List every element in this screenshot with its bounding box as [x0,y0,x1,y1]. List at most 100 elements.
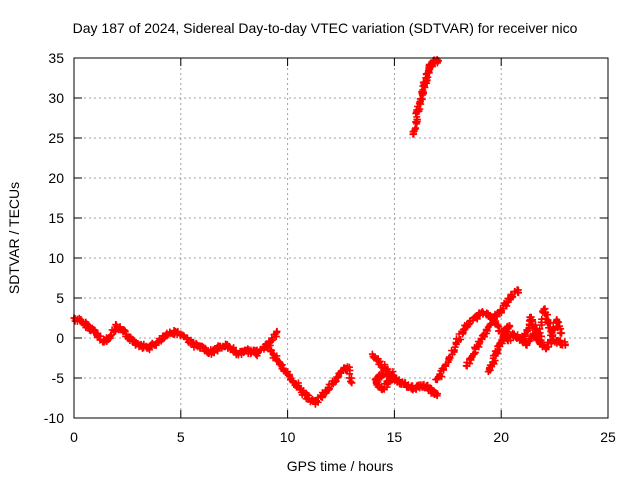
data-point [299,388,307,396]
y-tick-label: -10 [44,410,64,426]
data-point [113,323,121,331]
data-point [371,376,379,384]
data-point [164,331,172,339]
data-point [196,344,204,352]
series-segment-8 [517,305,566,347]
data-point [459,328,467,336]
data-point [531,324,539,332]
data-point [273,356,281,364]
data-point [548,332,556,340]
data-point [279,364,287,372]
data-point [414,108,422,116]
data-point [416,98,424,106]
series-markers [71,314,281,360]
data-point [429,388,437,396]
y-axis-label: SDTVAR / TECUs [6,182,22,294]
data-point [433,376,441,384]
data-point [469,350,477,358]
data-point [422,74,430,82]
x-tick-label: 0 [70,429,78,445]
x-tick-label: 20 [493,429,509,445]
y-tick-label: 15 [48,210,64,226]
data-point [145,344,153,352]
data-point [501,330,509,338]
data-point [472,313,480,321]
data-point [440,366,448,374]
y-tick-label: 5 [56,290,64,306]
data-point [555,338,563,346]
data-point [482,326,490,334]
series-segment-6 [462,286,522,370]
y-tick-label: 30 [48,90,64,106]
data-point [397,379,405,387]
data-point [542,344,550,352]
chart-title: Day 187 of 2024, Sidereal Day-to-day VTE… [73,20,578,36]
x-tick-label: 25 [600,429,616,445]
data-point [348,379,356,387]
data-point [273,328,281,336]
data-point [151,340,159,348]
plot-frame [73,57,609,419]
data-point [493,348,501,356]
data-point [519,338,527,346]
series-segment-4 [409,56,442,138]
data-point [260,344,268,352]
data-point [384,372,392,380]
data-point [489,358,497,366]
data-point [209,348,217,356]
data-point [418,89,426,97]
data-point [267,338,275,346]
data-point [138,342,146,350]
series-markers [409,56,442,138]
data-point [93,332,101,340]
data-point [343,363,351,371]
data-point [553,316,561,324]
y-tick-label: 25 [48,130,64,146]
data-point [410,130,418,138]
data-point [501,300,509,308]
x-tick-label: 5 [177,429,185,445]
data-point [100,338,108,346]
data-point [305,395,313,403]
data-point [514,286,522,294]
data-point [478,308,486,316]
data-point [89,326,97,334]
x-tick-label: 15 [387,429,403,445]
data-point [76,317,84,325]
data-point [484,368,492,376]
data-point [425,68,433,76]
series-segment-2 [267,346,356,408]
data-point [523,326,531,334]
data-point [465,320,473,328]
data-point [228,345,236,353]
data-point [433,56,441,64]
data-point [331,377,339,385]
data-point [378,371,386,379]
data-point [183,335,191,343]
data-point [544,320,552,328]
data-point [369,352,377,360]
data-point [412,118,420,126]
data-point [484,312,492,320]
series-segment-3 [368,350,441,400]
data-point [378,385,386,393]
data-point [527,313,535,321]
data-point [561,340,569,348]
data-point [126,333,134,341]
data-point [452,340,460,348]
data-point [403,382,411,390]
data-point [410,384,418,392]
x-axis-label: GPS time / hours [287,458,394,474]
data-point [489,316,497,324]
data-point [506,322,514,330]
data-point [540,305,548,313]
grid-lines [74,58,608,418]
data-point [106,332,114,340]
data-point [446,354,454,362]
y-tick-label: 10 [48,250,64,266]
data-point [557,329,565,337]
data-point [202,347,210,355]
series-segment-1 [70,314,281,360]
data-point [497,338,505,346]
